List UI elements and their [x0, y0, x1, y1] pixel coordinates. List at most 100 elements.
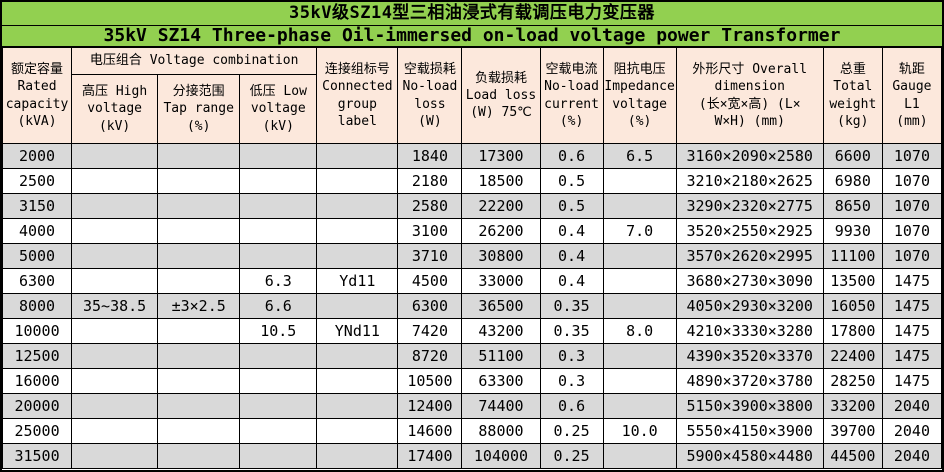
- cell-tap_range: ±3×2.5: [157, 293, 241, 319]
- cell-impedance_voltage: [602, 443, 677, 469]
- table-row: 25000 14600 88000 0.25 10.0 5550×4150×3900 397…: [1, 418, 943, 444]
- cell-impedance_voltage: [602, 243, 677, 269]
- header-overall-dimension: 外形尺寸 Overall dimension (长×宽×高) (L× W×H) …: [675, 47, 824, 144]
- cell-no_load_loss: 14600: [397, 418, 463, 444]
- cell-overall_dimension: 3520×2550×2925: [675, 218, 824, 244]
- cell-tap_range: [157, 193, 241, 219]
- cell-load_loss: 51100: [461, 343, 541, 369]
- header-tap-range: 分接范围 Tap range (%): [157, 74, 241, 144]
- cell-impedance_voltage: [602, 343, 677, 369]
- cell-gauge: 2040: [881, 418, 943, 444]
- cell-impedance_voltage: [602, 193, 677, 219]
- cell-total_weight: 6980: [822, 168, 883, 194]
- cell-overall_dimension: 5150×3900×3800: [675, 393, 824, 419]
- cell-low_voltage: 6.6: [239, 293, 318, 319]
- cell-load_loss: 33000: [461, 268, 541, 294]
- cell-load_loss: 30800: [461, 243, 541, 269]
- cell-impedance_voltage: 10.0: [602, 418, 677, 444]
- cell-connected_group: [316, 218, 399, 244]
- cell-connected_group: [316, 393, 399, 419]
- cell-low_voltage: 10.5: [239, 318, 318, 344]
- table-row: 31500 17400 104000 0.25 5900×4580×4480 44500 2…: [1, 443, 943, 469]
- cell-tap_range: [157, 218, 241, 244]
- cell-impedance_voltage: 8.0: [602, 318, 677, 344]
- cell-rated_capacity: 4000: [1, 218, 73, 244]
- cell-load_loss: 43200: [461, 318, 541, 344]
- cell-no_load_loss: 4500: [397, 268, 463, 294]
- cell-total_weight: 17800: [822, 318, 883, 344]
- table-row: 16000 10500 63300 0.3 4890×3720×3780 28250 147…: [1, 368, 943, 394]
- cell-high_voltage: [71, 443, 159, 469]
- cell-high_voltage: [71, 168, 159, 194]
- cell-connected_group: [316, 143, 399, 169]
- cell-total_weight: 39700: [822, 418, 883, 444]
- cell-connected_group: [316, 443, 399, 469]
- cell-connected_group: Yd11: [316, 268, 399, 294]
- cell-tap_range: [157, 443, 241, 469]
- table-row: 8000 35~38.5 ±3×2.5 6.6 6300 36500 0.35 4050×29…: [1, 293, 943, 319]
- cell-gauge: 2040: [881, 393, 943, 419]
- cell-gauge: 1070: [881, 168, 943, 194]
- cell-connected_group: YNd11: [316, 318, 399, 344]
- cell-rated_capacity: 2500: [1, 168, 73, 194]
- header-total-weight: 总重 Total weight (kg): [822, 47, 883, 144]
- table-row: 12500 8720 51100 0.3 4390×3520×3370 22400 1475: [1, 343, 943, 369]
- cell-total_weight: 16050: [822, 293, 883, 319]
- cell-connected_group: [316, 368, 399, 394]
- cell-low_voltage: [239, 168, 318, 194]
- cell-no_load_current: 0.35: [539, 293, 604, 319]
- cell-overall_dimension: 3210×2180×2625: [675, 168, 824, 194]
- cell-high_voltage: [71, 193, 159, 219]
- cell-rated_capacity: 10000: [1, 318, 73, 344]
- cell-connected_group: [316, 168, 399, 194]
- header-low-voltage: 低压 Low voltage (kV): [239, 74, 318, 144]
- cell-low_voltage: [239, 368, 318, 394]
- cell-connected_group: [316, 343, 399, 369]
- cell-total_weight: 8650: [822, 193, 883, 219]
- cell-total_weight: 44500: [822, 443, 883, 469]
- cell-low_voltage: [239, 443, 318, 469]
- cell-overall_dimension: 4390×3520×3370: [675, 343, 824, 369]
- table-row: 6300 6.3 Yd11 4500 33000 0.4 3680×2730×3090 135…: [1, 268, 943, 294]
- cell-rated_capacity: 3150: [1, 193, 73, 219]
- cell-no_load_loss: 17400: [397, 443, 463, 469]
- header-connected-group: 连接组标号 Connected group label: [316, 47, 399, 144]
- cell-total_weight: 28250: [822, 368, 883, 394]
- cell-tap_range: [157, 318, 241, 344]
- cell-total_weight: 13500: [822, 268, 883, 294]
- cell-gauge: 2040: [881, 443, 943, 469]
- page-title-chinese: 35kV级SZ14型三相油浸式有载调压电力变压器: [2, 2, 942, 26]
- table-row: 2000 1840 17300 0.6 6.5 3160×2090×2580 6600 107…: [1, 143, 943, 169]
- cell-high_voltage: [71, 143, 159, 169]
- cell-load_loss: 104000: [461, 443, 541, 469]
- cell-rated_capacity: 16000: [1, 368, 73, 394]
- page-title-english: 35kV SZ14 Three-phase Oil-immersed on-lo…: [2, 26, 942, 47]
- cell-no_load_current: 0.35: [539, 318, 604, 344]
- cell-no_load_current: 0.25: [539, 443, 604, 469]
- cell-gauge: 1070: [881, 193, 943, 219]
- table-row: 10000 10.5 YNd11 7420 43200 0.35 8.0 4210×3330×…: [1, 318, 943, 344]
- cell-overall_dimension: 4890×3720×3780: [675, 368, 824, 394]
- cell-rated_capacity: 2000: [1, 143, 73, 169]
- table-row: 5000 3710 30800 0.4 3570×2620×2995 11100 1070: [1, 243, 943, 269]
- cell-high_voltage: [71, 393, 159, 419]
- cell-gauge: 1070: [881, 218, 943, 244]
- cell-no_load_current: 0.3: [539, 343, 604, 369]
- cell-rated_capacity: 8000: [1, 293, 73, 319]
- cell-gauge: 1475: [881, 318, 943, 344]
- cell-high_voltage: [71, 318, 159, 344]
- cell-no_load_current: 0.4: [539, 268, 604, 294]
- cell-tap_range: [157, 343, 241, 369]
- cell-connected_group: [316, 193, 399, 219]
- header-impedance-voltage: 阻抗电压 Impedance voltage (%): [602, 47, 677, 144]
- cell-no_load_loss: 8720: [397, 343, 463, 369]
- cell-tap_range: [157, 418, 241, 444]
- cell-overall_dimension: 5550×4150×3900: [675, 418, 824, 444]
- cell-gauge: 1475: [881, 343, 943, 369]
- cell-rated_capacity: 20000: [1, 393, 73, 419]
- cell-high_voltage: [71, 243, 159, 269]
- cell-rated_capacity: 12500: [1, 343, 73, 369]
- cell-no_load_loss: 7420: [397, 318, 463, 344]
- header-voltage-combination: 电压组合 Voltage combination: [71, 47, 318, 75]
